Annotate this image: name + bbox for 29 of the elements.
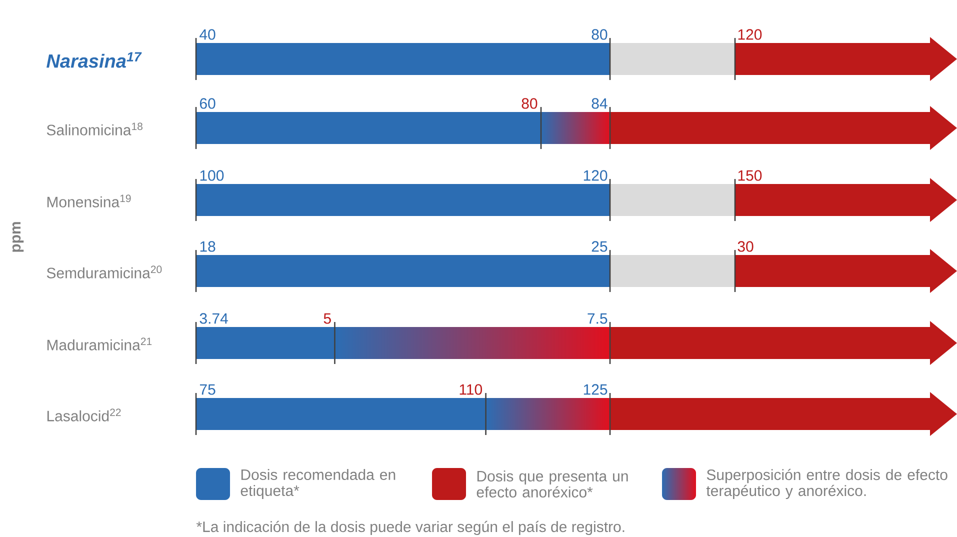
data-label: 18 [200,241,216,252]
data-label: 80 [592,29,608,40]
category-label: Monensina$^{19}$ [47,194,131,208]
category-label: Narasina$^{17}$ [46,52,142,68]
legend-label: Dosis recomendada en etiqueta* [240,469,396,499]
text: *La indicación de la dosis puede variar según el país de registro. [196,520,624,536]
data-label: 125 [584,384,608,395]
data-label: 75 [200,384,216,395]
data-label: 120 [738,29,762,40]
category-label: Maduramicina$^{21}$ [47,338,152,350]
data-label: 60 [200,98,216,109]
category-label: Semduramicina$^{20}$ [46,266,162,278]
data-label: 80 [522,98,538,109]
data-label: 120 [584,170,608,181]
data-label: 150 [738,170,762,181]
legend-label: Dosis que presenta un efecto anoréxico* [476,470,628,498]
data-label: 5 [324,313,331,324]
data-label: 110 [460,384,482,395]
category-label: Lasalocid$^{22}$ [47,408,121,422]
data-label: 84 [592,98,608,109]
data-label: 40 [200,29,216,40]
text: ppm [12,222,24,252]
category-label: Salinomicina$^{18}$ [46,122,142,136]
data-label: 100 [200,170,224,181]
data-label: 25 [592,241,608,252]
legend-label: Superposición entre dosis de efecto terapéutico y anoréxico. [706,468,948,500]
data-label: 7.5 [588,313,608,324]
data-label: 3.74 [200,313,228,324]
data-label: 30 [738,241,754,252]
